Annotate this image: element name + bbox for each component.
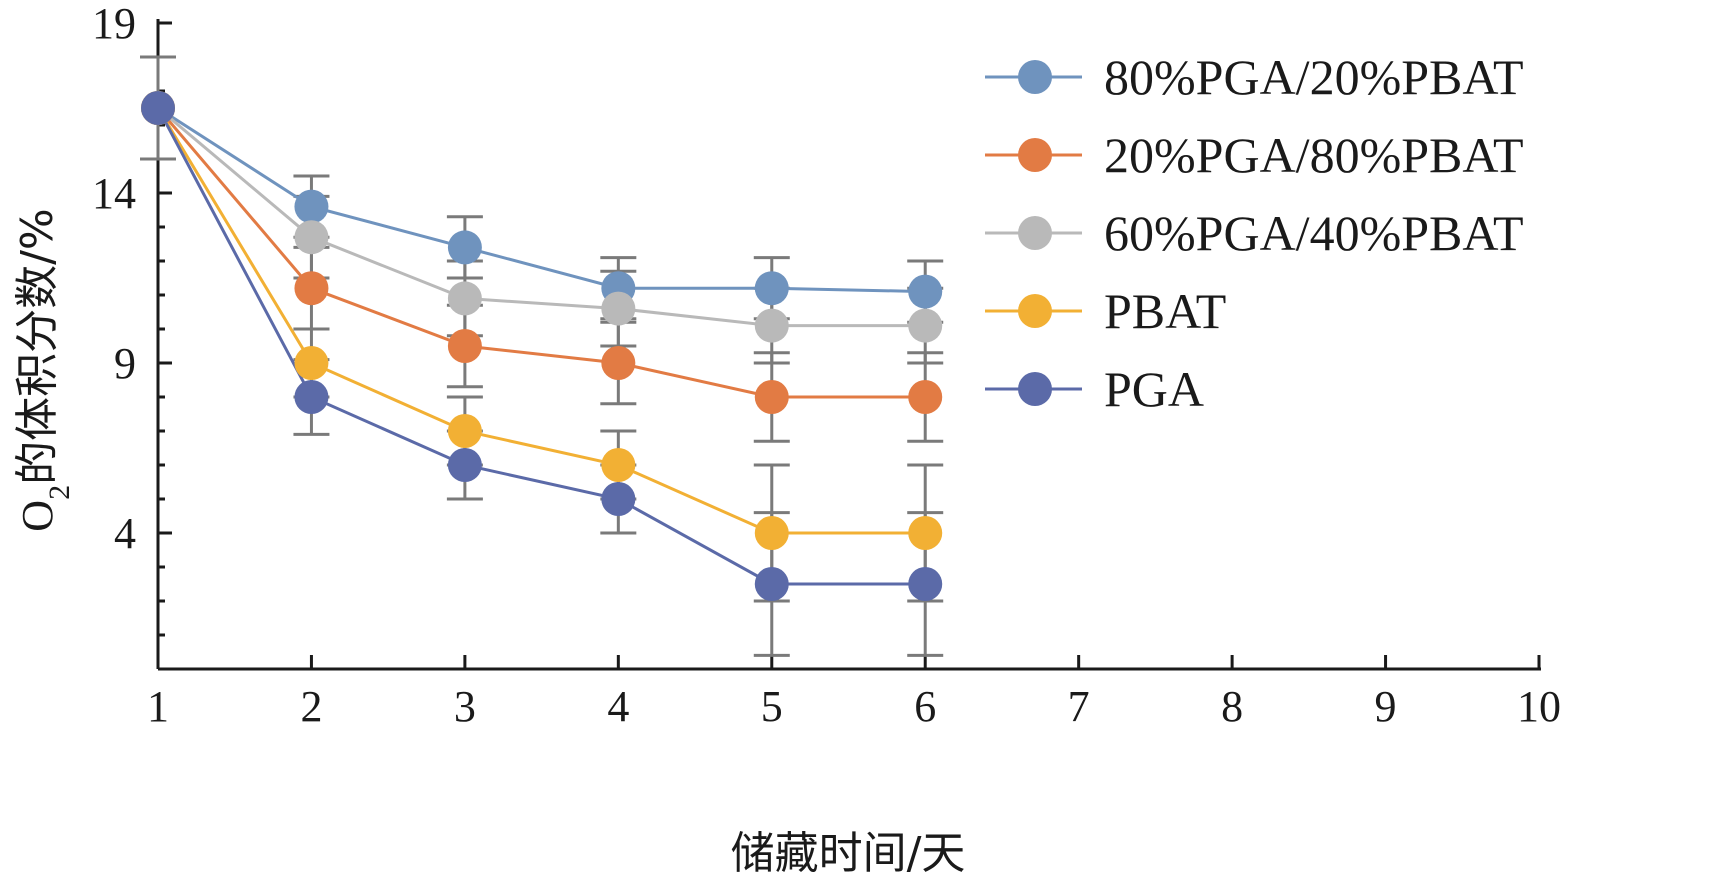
legend-marker bbox=[1018, 138, 1052, 172]
x-tick-label: 8 bbox=[1221, 682, 1243, 731]
data-point bbox=[447, 448, 482, 482]
data-point bbox=[908, 516, 943, 550]
data-point bbox=[908, 567, 943, 601]
x-tick-label: 7 bbox=[1068, 682, 1090, 731]
data-point bbox=[754, 516, 789, 550]
x-tick-label: 5 bbox=[761, 682, 783, 731]
data-point bbox=[601, 448, 636, 482]
legend-marker bbox=[1018, 294, 1052, 328]
x-tick-label: 6 bbox=[914, 682, 936, 731]
data-point bbox=[601, 346, 636, 380]
x-tick-label: 1 bbox=[147, 682, 169, 731]
error-bars bbox=[140, 55, 944, 657]
series-line-4 bbox=[156, 107, 926, 586]
series-line-3 bbox=[156, 107, 926, 535]
x-tick-label: 10 bbox=[1517, 682, 1561, 731]
y-tick-label: 9 bbox=[114, 339, 136, 388]
series-line-2 bbox=[157, 106, 926, 328]
data-point bbox=[754, 308, 789, 343]
series-line-1 bbox=[156, 107, 926, 399]
data-point bbox=[601, 291, 636, 326]
legend-marker bbox=[1018, 372, 1052, 406]
x-tick-label: 2 bbox=[300, 682, 322, 731]
axes: 1 2 3 4 5 6 7 8 9 10 4 9 14 19 bbox=[92, 0, 1561, 731]
legend-label: 60%PGA/40%PBAT bbox=[1104, 205, 1523, 261]
y-axis-title-rest: 的体积分数/% bbox=[12, 208, 63, 485]
data-point bbox=[754, 271, 789, 306]
x-axis-title: 储藏时间/天 bbox=[731, 828, 966, 879]
legend-label: 80%PGA/20%PBAT bbox=[1104, 49, 1523, 105]
legend-label: PBAT bbox=[1104, 283, 1226, 339]
data-point bbox=[908, 274, 943, 309]
data-point bbox=[447, 329, 482, 363]
y-tick-label: 19 bbox=[92, 0, 136, 48]
x-tick-label: 9 bbox=[1375, 682, 1397, 731]
legend-label: PGA bbox=[1104, 361, 1204, 417]
data-point bbox=[754, 380, 789, 414]
data-point bbox=[908, 380, 943, 414]
legend: 80%PGA/20%PBAT 20%PGA/80%PBAT 60%PGA/40%PB… bbox=[985, 49, 1523, 417]
series-lines bbox=[156, 106, 926, 586]
y-axis-title: O2的体积分数/% bbox=[12, 208, 76, 531]
data-point bbox=[294, 271, 329, 306]
data-point bbox=[754, 567, 789, 601]
data-point bbox=[908, 308, 943, 343]
data-point bbox=[447, 414, 482, 448]
legend-marker bbox=[1018, 60, 1052, 94]
data-point bbox=[447, 281, 482, 316]
data-point bbox=[601, 482, 636, 516]
data-point bbox=[294, 220, 329, 255]
legend-marker bbox=[1018, 216, 1052, 250]
legend-label: 20%PGA/80%PBAT bbox=[1104, 127, 1523, 183]
x-tick-label: 3 bbox=[454, 682, 476, 731]
y-axis-title-subscript: 2 bbox=[43, 485, 76, 500]
x-tick-label: 4 bbox=[607, 682, 629, 731]
data-point bbox=[294, 189, 329, 224]
y-tick-label: 4 bbox=[114, 509, 136, 558]
data-point bbox=[294, 380, 329, 414]
y-tick-label: 14 bbox=[92, 169, 136, 218]
series-line-0 bbox=[157, 106, 926, 294]
data-point bbox=[447, 230, 482, 265]
data-point bbox=[294, 346, 329, 380]
y-axis-title-main: O bbox=[13, 500, 62, 532]
series-points bbox=[141, 91, 943, 601]
data-point bbox=[141, 91, 175, 125]
